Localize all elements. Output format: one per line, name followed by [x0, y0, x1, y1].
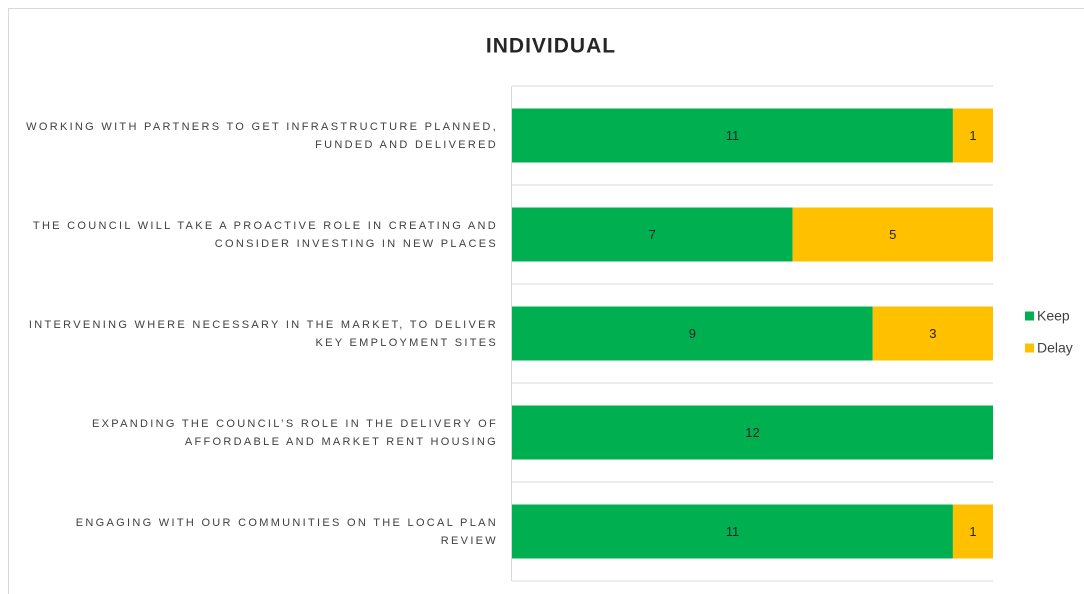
bar-segment — [512, 207, 793, 262]
bar-segment — [872, 306, 993, 361]
category-label: EXPANDING THE COUNCIL’S ROLE IN THE DELI… — [92, 417, 498, 448]
legend-swatch — [1025, 311, 1034, 321]
bar-segment — [512, 306, 873, 361]
bar-segment — [952, 504, 993, 559]
category-label: ENGAGING WITH OUR COMMUNITIES ON THE LOC… — [75, 516, 498, 547]
category-label: INTERVENING WHERE NECESSARY IN THE MARKE… — [28, 318, 498, 349]
legend-label: Delay — [1037, 340, 1073, 356]
bar-segment — [952, 108, 993, 163]
chart-border — [8, 8, 1084, 594]
category-label: THE COUNCIL WILL TAKE A PROACTIVE ROLE I… — [32, 219, 498, 250]
bar-segment — [792, 207, 993, 262]
data-label: 5 — [889, 227, 896, 242]
legend-label: Keep — [1037, 308, 1070, 324]
category-label: WORKING WITH PARTNERS TO GET INFRASTRUCT… — [26, 120, 498, 151]
data-label: 12 — [745, 425, 759, 440]
bar-segment — [512, 504, 953, 559]
legend-swatch — [1025, 343, 1034, 353]
bar-segment — [512, 405, 993, 460]
data-label: 11 — [726, 524, 740, 539]
data-label: 9 — [689, 326, 696, 341]
data-label: 7 — [649, 227, 656, 242]
bar-segment — [512, 108, 953, 163]
chart-title: INDIVIDUAL — [486, 35, 616, 58]
data-label: 1 — [969, 524, 976, 539]
data-label: 11 — [726, 128, 740, 143]
data-label: 1 — [969, 128, 976, 143]
data-label: 3 — [929, 326, 936, 341]
